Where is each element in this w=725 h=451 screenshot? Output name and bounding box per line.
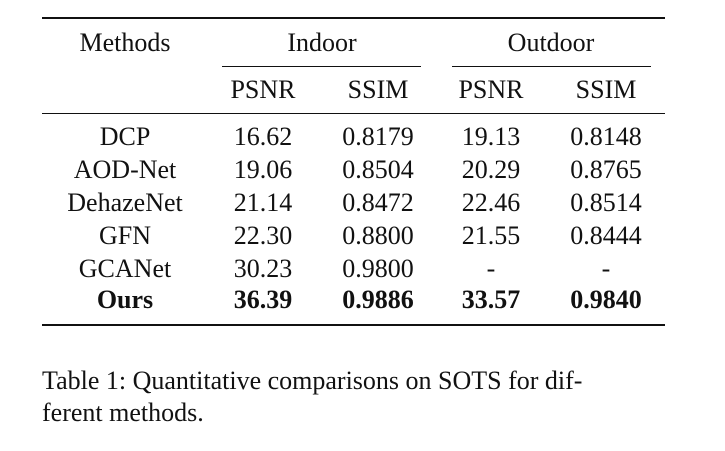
metric-value: 19.13 xyxy=(461,122,521,151)
metric-value: 0.8765 xyxy=(570,155,642,184)
header-metric: SSIM xyxy=(575,75,637,104)
header-metric: SSIM xyxy=(347,75,409,104)
metric-value: 30.23 xyxy=(233,254,293,283)
header-group: Indoor xyxy=(287,28,357,57)
metric-value: 36.39 xyxy=(233,285,293,314)
metric-value: 0.8504 xyxy=(342,155,414,184)
header-methods: Methods xyxy=(79,28,171,57)
mid-rule xyxy=(42,113,665,114)
method-name: GCANet xyxy=(78,254,172,283)
metric-value: 0.8179 xyxy=(342,122,414,151)
header-group: Outdoor xyxy=(507,28,595,57)
metric-value: - xyxy=(486,254,496,283)
method-name: DCP xyxy=(99,122,151,151)
metric-value: 20.29 xyxy=(461,155,521,184)
metric-value: 21.14 xyxy=(233,188,293,217)
method-name: DehazeNet xyxy=(67,188,183,217)
metric-value: 0.8148 xyxy=(570,122,642,151)
group-rule xyxy=(452,66,651,67)
metric-value: 0.9800 xyxy=(342,254,414,283)
header-metric: PSNR xyxy=(458,75,524,104)
metric-value: 33.57 xyxy=(461,285,521,314)
method-name: GFN xyxy=(98,221,152,250)
caption-line: ferent methods. xyxy=(42,398,204,427)
method-name: Ours xyxy=(96,285,154,314)
metric-value: 19.06 xyxy=(233,155,293,184)
metric-value: 0.8514 xyxy=(570,188,642,217)
top-rule xyxy=(42,17,665,19)
metric-value: 0.9840 xyxy=(570,285,642,314)
metric-value: 0.9886 xyxy=(342,285,414,314)
metric-value: 0.8444 xyxy=(570,221,642,250)
bottom-rule xyxy=(42,324,665,326)
group-rule xyxy=(222,66,421,67)
metric-value: - xyxy=(601,254,611,283)
caption-line: Table 1: Quantitative comparisons on SOT… xyxy=(42,366,583,395)
method-name: AOD-Net xyxy=(73,155,177,184)
metric-value: 22.30 xyxy=(233,221,293,250)
header-metric: PSNR xyxy=(230,75,296,104)
metric-value: 16.62 xyxy=(233,122,293,151)
metric-value: 22.46 xyxy=(461,188,521,217)
metric-value: 0.8472 xyxy=(342,188,414,217)
metric-value: 21.55 xyxy=(461,221,521,250)
metric-value: 0.8800 xyxy=(342,221,414,250)
